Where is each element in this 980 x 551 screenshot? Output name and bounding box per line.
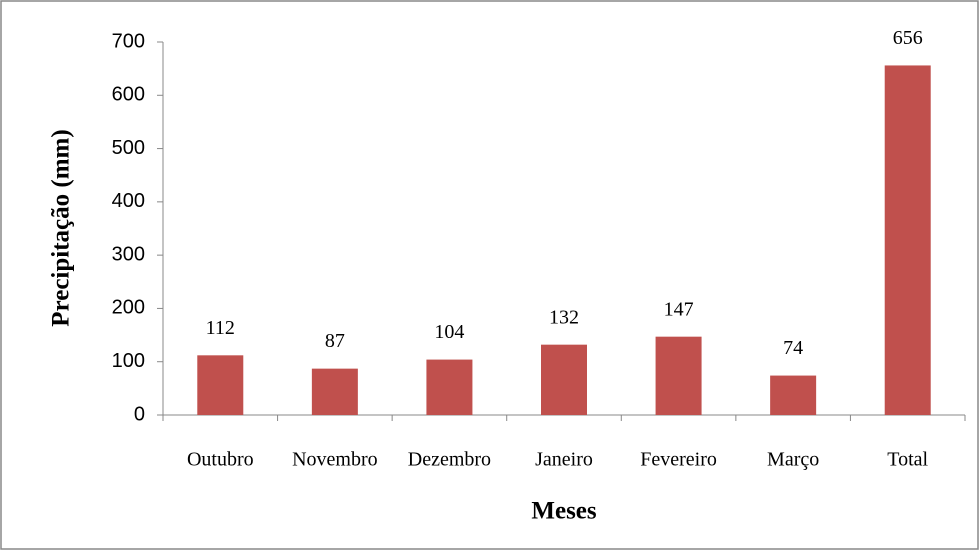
y-tick-label: 100	[112, 350, 145, 372]
bar	[541, 344, 587, 415]
bar	[770, 375, 817, 415]
data-label: 147	[664, 298, 694, 320]
data-label: 74	[783, 337, 803, 359]
bar	[197, 355, 244, 415]
bar	[655, 336, 702, 415]
y-tick-label: 400	[112, 190, 145, 212]
bar	[311, 368, 358, 415]
data-label: 104	[434, 321, 464, 343]
y-tick-label: 700	[112, 30, 145, 52]
bar	[884, 65, 931, 416]
bar	[426, 359, 473, 415]
data-label: 112	[206, 317, 235, 339]
x-tick-label: Novembro	[292, 449, 378, 471]
x-tick-label: Março	[767, 449, 819, 471]
y-tick-label: 0	[134, 403, 145, 425]
x-tick-label: Total	[887, 449, 928, 471]
data-label: 656	[893, 27, 923, 49]
y-tick-label: 600	[112, 84, 145, 106]
y-axis-label: Precipitação (mm)	[48, 129, 75, 326]
y-tick-label: 200	[112, 297, 145, 319]
y-tick-label: 500	[112, 137, 145, 159]
y-tick-label: 300	[112, 243, 145, 265]
x-tick-label: Outubro	[187, 449, 254, 471]
data-label: 87	[325, 330, 345, 352]
x-tick-label: Dezembro	[408, 449, 491, 471]
x-tick-label: Fevereiro	[640, 449, 717, 471]
x-tick-label: Janeiro	[535, 449, 593, 471]
data-label: 132	[549, 306, 579, 328]
x-axis-label: Meses	[531, 498, 597, 525]
